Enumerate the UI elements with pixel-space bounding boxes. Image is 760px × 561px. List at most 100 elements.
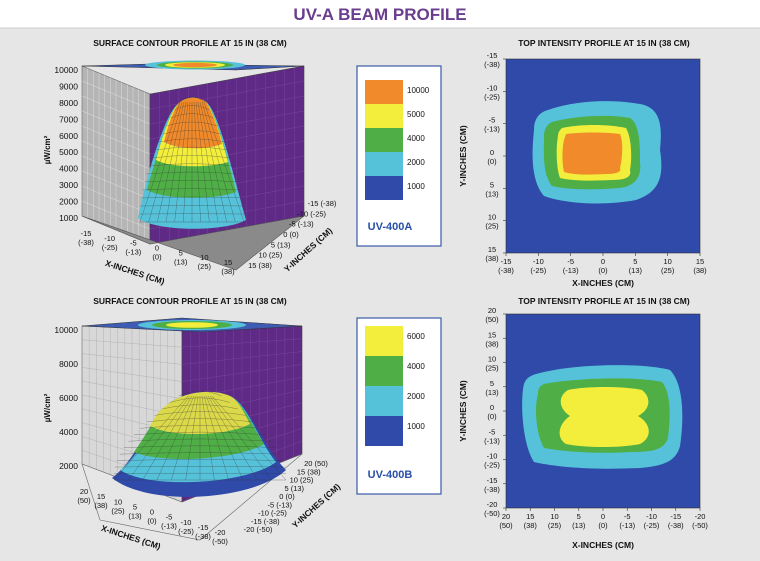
x-tick-label: (-50) (692, 521, 708, 530)
legend-label: 6000 (407, 332, 425, 341)
y-tick-label: -10 (487, 452, 498, 461)
x-tick-label: (-13) (563, 266, 579, 275)
axis-tick-label: -15 (198, 523, 209, 532)
axis-tick-label: -15 (-38) (308, 199, 337, 208)
legend-label: 10000 (407, 86, 430, 95)
axis-tick-label: -10 (-25) (297, 209, 326, 218)
y-tick-label: (38) (485, 339, 499, 348)
axis-tick-label: 10 (25) (258, 251, 282, 260)
y-tick-label: (13) (485, 388, 499, 397)
x-tick-label: (0) (598, 266, 608, 275)
z-tick-label: 2000 (59, 197, 78, 207)
axis-tick-label: -5 (130, 239, 137, 248)
y-tick-label: -15 (487, 51, 498, 60)
z-tick-label: 4000 (59, 164, 78, 174)
x-tick-label: (25) (548, 521, 562, 530)
y-tick-label: 10 (488, 213, 496, 222)
legend-label: 2000 (407, 392, 425, 401)
y-tick-label: (-50) (484, 509, 500, 518)
legend-label: 1000 (407, 422, 425, 431)
heatmap-a: -15(-38)-10(-25)-5(-13)0(0)5(13)10(25)15… (458, 51, 707, 288)
y-tick-label: (38) (485, 254, 499, 263)
y-tick-label: 15 (488, 330, 496, 339)
y-tick-label: 0 (490, 403, 494, 412)
x-tick-label: 10 (663, 257, 671, 266)
axis-tick-label: (38) (94, 501, 108, 510)
x-tick-label: -15 (501, 257, 512, 266)
heatmap-a-x-label: X-INCHES (CM) (572, 278, 634, 288)
x-tick-label: (13) (629, 266, 643, 275)
x-tick-label: 15 (526, 512, 534, 521)
axis-tick-label: (38) (221, 267, 235, 276)
y-tick-label: 20 (488, 306, 496, 315)
x-tick-label: (50) (499, 521, 513, 530)
z-tick-label: 3000 (59, 180, 78, 190)
legend-label: 4000 (407, 134, 425, 143)
y-tick-label: (0) (487, 157, 497, 166)
axis-tick-label: 0 (0) (283, 230, 299, 239)
surface-b-z-label: µW/cm² (43, 393, 52, 422)
z-tick-label: 6000 (59, 393, 78, 403)
legend-swatch (365, 128, 403, 152)
axis-tick-label: (0) (147, 517, 157, 526)
axis-tick-label: (13) (174, 257, 188, 266)
heatmap-a-y-label: Y-INCHES (CM) (458, 125, 468, 187)
x-tick-label: 0 (601, 512, 605, 521)
z-tick-label: 10000 (54, 325, 78, 335)
heatmap-b: 20(50)15(38)10(25)5(13)0(0)-5(-13)-10(-2… (458, 306, 708, 550)
legend-swatch (365, 356, 403, 386)
axis-tick-label: 15 (38) (248, 261, 272, 270)
x-tick-label: (-38) (668, 521, 684, 530)
heatmap-b-y-label: Y-INCHES (CM) (458, 380, 468, 442)
axis-tick-label: -20 (215, 528, 226, 537)
legend-swatch (365, 152, 403, 176)
x-tick-label: (-13) (619, 521, 635, 530)
axis-tick-label: 15 (224, 258, 232, 267)
x-tick-label: (25) (661, 266, 675, 275)
x-tick-label: (0) (598, 521, 608, 530)
y-tick-label: 5 (490, 180, 494, 189)
axis-tick-label: 0 (155, 244, 159, 253)
axis-tick-label: (-25) (102, 243, 118, 252)
axis-tick-label: (0) (152, 253, 162, 262)
y-tick-label: (-38) (484, 60, 500, 69)
z-tick-label: 10000 (54, 65, 78, 75)
y-tick-label: (25) (485, 364, 499, 373)
surface-a-x-label: X-INCHES (CM) (104, 258, 166, 287)
y-tick-label: (0) (487, 412, 497, 421)
y-tick-label: (25) (485, 222, 499, 231)
y-tick-label: (-25) (484, 461, 500, 470)
axis-tick-label: 10 (114, 497, 122, 506)
axis-tick-label: 15 (97, 492, 105, 501)
axis-tick-label: 5 (179, 248, 183, 257)
y-tick-label: 15 (488, 245, 496, 254)
heatmap-b-title: TOP INTENSITY PROFILE AT 15 IN (38 CM) (518, 296, 690, 306)
surface-a-z-label: µW/cm² (43, 135, 52, 164)
z-tick-label: 1000 (59, 213, 78, 223)
y-tick-label: (-25) (484, 92, 500, 101)
x-tick-label: (38) (693, 266, 707, 275)
surface-b-top-ring-4000 (166, 322, 218, 328)
y-tick-label: 10 (488, 355, 496, 364)
x-tick-label: -5 (567, 257, 574, 266)
axis-tick-label: (-38) (78, 238, 94, 247)
axis-tick-label: (25) (111, 506, 125, 515)
x-tick-label: (-25) (530, 266, 546, 275)
axis-tick-label: (-13) (125, 248, 141, 257)
x-tick-label: 5 (577, 512, 581, 521)
x-tick-label: -10 (533, 257, 544, 266)
axis-tick-label: -5 (166, 513, 173, 522)
x-tick-label: (38) (524, 521, 538, 530)
z-tick-label: 5000 (59, 147, 78, 157)
y-tick-label: -15 (487, 476, 498, 485)
legend-swatch (365, 80, 403, 104)
legend-label: 5000 (407, 110, 425, 119)
heatmap-b-contour-4000 (560, 387, 649, 447)
y-tick-label: (-13) (484, 125, 500, 134)
axis-tick-label: 0 (150, 508, 154, 517)
axis-tick-label: (13) (128, 511, 142, 520)
legend-label: 1000 (407, 182, 425, 191)
